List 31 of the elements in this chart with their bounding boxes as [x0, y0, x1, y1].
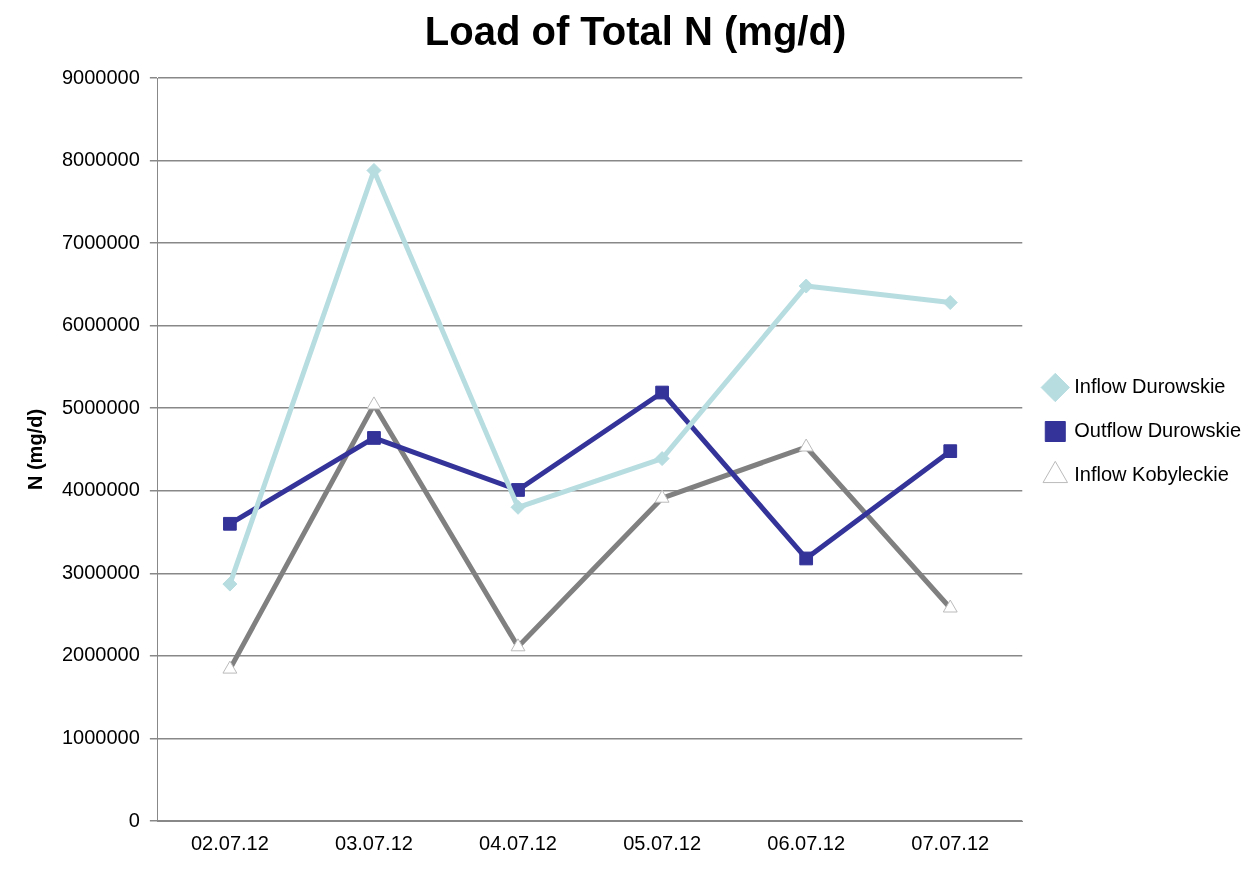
chart-title: Load of Total N (mg/d) — [424, 9, 847, 54]
y-tick-label: 6000000 — [61, 313, 140, 336]
point — [798, 278, 814, 294]
y-tick-label: 0 — [128, 808, 140, 831]
y-tick-label: 9000000 — [61, 65, 140, 88]
legend-label: Outflow Durowskie — [1074, 419, 1241, 442]
x-tick-label: 07.07.12 — [911, 831, 990, 854]
x-tick-label: 02.07.12 — [190, 831, 269, 854]
x-tick-label: 05.07.12 — [623, 831, 702, 854]
x-tick-label: 06.07.12 — [767, 831, 846, 854]
point — [654, 451, 670, 467]
y-tick-label: 7000000 — [61, 230, 140, 253]
point — [223, 516, 237, 531]
y-tick-label: 2000000 — [61, 643, 140, 666]
legend-label: Inflow Kobyleckie — [1074, 463, 1229, 486]
y-tick-label: 5000000 — [61, 395, 140, 418]
y-tick-label: 8000000 — [61, 148, 140, 171]
point — [943, 444, 958, 459]
point — [367, 431, 381, 445]
y-tick-label: 3000000 — [61, 560, 140, 583]
x-tick-label: 04.07.12 — [479, 831, 557, 854]
point — [942, 295, 958, 311]
point — [655, 385, 669, 400]
y-tick-label: 1000000 — [61, 725, 140, 748]
y-axis-title: N (mg/d) — [23, 408, 46, 491]
x-tick-label: 03.07.12 — [335, 831, 413, 854]
point — [222, 576, 238, 592]
legend-label: Inflow Durowskie — [1074, 375, 1226, 398]
point — [799, 551, 814, 566]
y-tick-label: 4000000 — [61, 478, 140, 501]
point — [510, 499, 526, 515]
